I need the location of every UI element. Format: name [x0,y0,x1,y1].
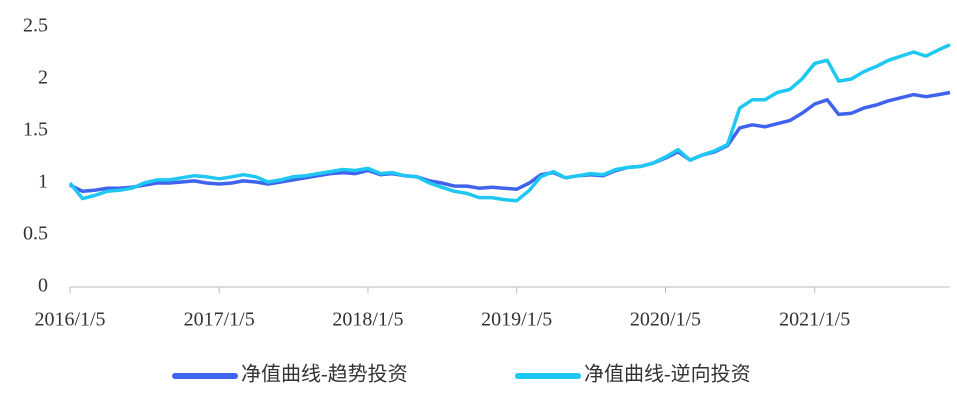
line-series [68,43,951,203]
legend-label: 净值曲线-逆向投资 [584,363,751,386]
y-tick-label: 2.5 [23,15,48,37]
y-tick-label: 2 [38,67,48,89]
x-tick-label: 2021/1/5 [779,309,850,331]
y-tick-label: 1.5 [23,119,48,141]
legend-label: 净值曲线-趋势投资 [241,363,408,386]
y-tick-label: 0.5 [23,223,48,245]
x-tick-label: 2019/1/5 [481,309,552,331]
x-tick-label: 2017/1/5 [184,309,255,331]
y-tick-label: 1 [38,171,48,193]
y-tick-label: 0 [38,275,48,297]
x-tick-label: 2018/1/5 [332,309,403,331]
line-series [69,90,951,194]
x-tick-label: 2020/1/5 [630,309,701,331]
x-tick-label: 2016/1/5 [34,309,105,331]
